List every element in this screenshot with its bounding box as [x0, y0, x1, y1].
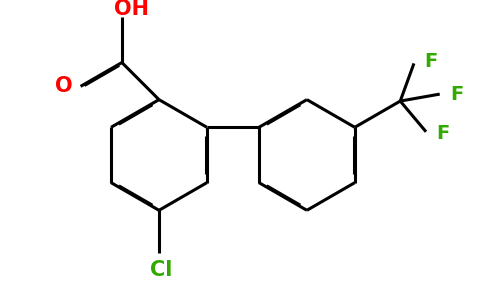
Text: F: F	[450, 85, 464, 104]
Text: F: F	[437, 124, 450, 143]
Text: F: F	[424, 52, 438, 71]
Text: O: O	[55, 76, 72, 96]
Text: Cl: Cl	[150, 260, 172, 280]
Text: OH: OH	[114, 0, 149, 19]
